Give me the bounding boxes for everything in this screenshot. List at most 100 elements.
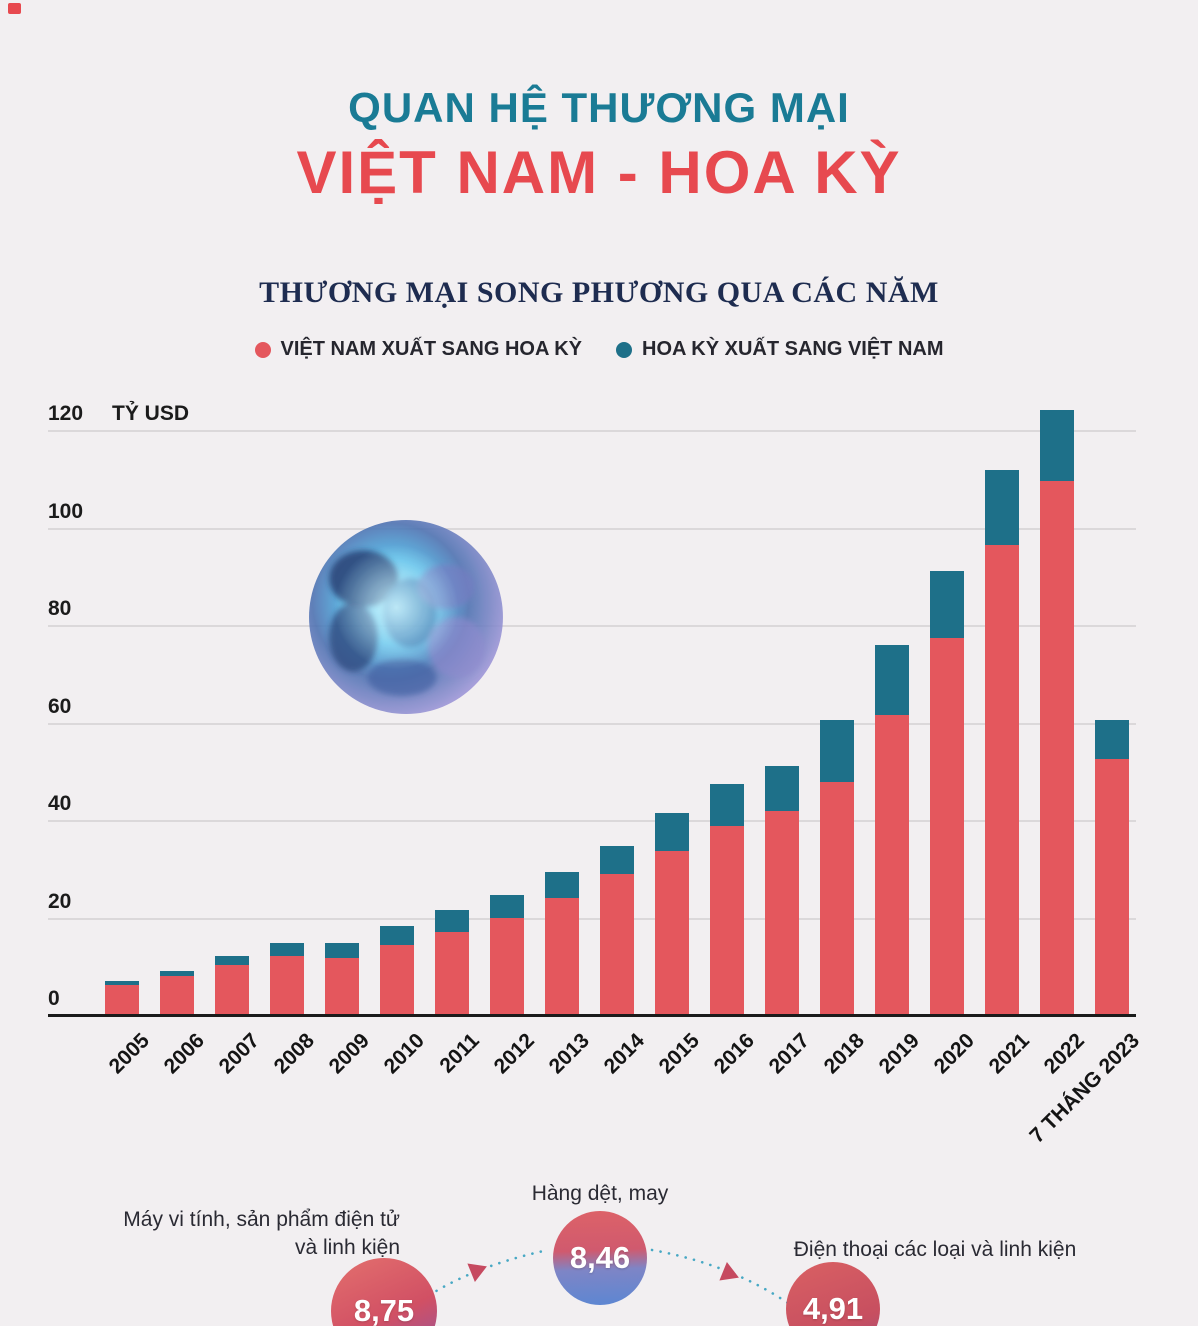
- legend-item: VIỆT NAM XUẤT SANG HOA KỲ: [254, 338, 583, 361]
- bar-segment-us-exports-to-vn: [1095, 719, 1129, 759]
- bubble-phones-value: 4,91: [786, 1262, 880, 1326]
- gridline: [48, 430, 1136, 432]
- gridline: [48, 722, 1136, 725]
- chart-legend: VIỆT NAM XUẤT SANG HOA KỲ HOA KỲ XUẤT SAN…: [0, 338, 1198, 361]
- bar-segment-vn-exports-to-us: [105, 985, 139, 1014]
- x-tick-label: 2014: [599, 1029, 650, 1079]
- bar-segment-us-exports-to-vn: [875, 644, 909, 716]
- bar-segment-vn-exports-to-us: [490, 917, 524, 1014]
- bar-segment-vn-exports-to-us: [600, 874, 634, 1014]
- bar-2022: [1040, 410, 1074, 1014]
- bar-segment-vn-exports-to-us: [985, 544, 1019, 1014]
- x-tick-label: 2012: [489, 1029, 540, 1079]
- x-tick-label: 2005: [104, 1029, 155, 1079]
- gridline: [48, 625, 1136, 627]
- bar-segment-vn-exports-to-us: [930, 638, 964, 1014]
- phones-value: 4,91: [802, 1291, 864, 1326]
- y-tick-label: 60: [48, 694, 72, 718]
- x-tick-label: 2021: [984, 1029, 1035, 1079]
- bar-segment-us-exports-to-vn: [490, 894, 524, 918]
- globe-image: [303, 516, 509, 718]
- title-line1: QUAN HỆ THƯƠNG MẠI: [348, 84, 850, 131]
- gridline: [48, 917, 1136, 920]
- bar-segment-vn-exports-to-us: [380, 944, 414, 1014]
- bar-segment-us-exports-to-vn: [545, 872, 579, 898]
- bubble-textiles-value: 8,46: [553, 1211, 647, 1305]
- x-tick-label: 2016: [709, 1029, 760, 1079]
- x-tick-label: 2018: [819, 1029, 870, 1079]
- bar-segment-us-exports-to-vn: [380, 926, 414, 945]
- arrow-icon: [467, 1263, 487, 1283]
- dotted-arc-right: [650, 1248, 797, 1310]
- y-axis-unit-label: TỶ USD: [112, 402, 190, 425]
- y-tick-label: 100: [48, 499, 84, 523]
- bar-segment-us-exports-to-vn: [765, 766, 799, 812]
- bar-2006: [160, 971, 194, 1014]
- bar-segment-us-exports-to-vn: [600, 846, 634, 875]
- bar-segment-vn-exports-to-us: [435, 931, 469, 1014]
- bar-segment-us-exports-to-vn: [215, 956, 249, 965]
- bar-segment-vn-exports-to-us: [160, 975, 194, 1014]
- textiles-value: 8,46: [569, 1240, 631, 1275]
- bar-segment-us-exports-to-vn: [985, 469, 1019, 545]
- bar-2017: [765, 766, 799, 1014]
- x-tick-label: 2019: [874, 1029, 925, 1079]
- bar-segment-us-exports-to-vn: [710, 783, 744, 827]
- bar-segment-us-exports-to-vn: [160, 971, 194, 976]
- x-axis-line: [48, 1014, 1136, 1017]
- bar-segment-us-exports-to-vn: [1040, 410, 1074, 481]
- legend-label: HOA KỲ XUẤT SANG VIỆT NAM: [642, 338, 944, 360]
- y-tick-label: 40: [48, 792, 72, 815]
- bar-segment-vn-exports-to-us: [765, 811, 799, 1014]
- y-tick-label: 80: [48, 597, 72, 620]
- bar-segment-vn-exports-to-us: [270, 956, 304, 1014]
- bar-2020: [930, 571, 964, 1014]
- bar-2019: [875, 644, 909, 1014]
- x-tick-label: 2015: [654, 1029, 705, 1079]
- gridline: [48, 820, 1136, 822]
- chart-subtitle: THƯƠNG MẠI SONG PHƯƠNG QUA CÁC NĂM: [259, 276, 939, 309]
- x-tick-label: 2010: [379, 1029, 430, 1079]
- bar-7 THÁNG 2023: [1095, 719, 1129, 1014]
- arrow-icon: [719, 1261, 739, 1281]
- label-computers-line2: và linh kiện: [294, 1236, 400, 1259]
- bar-2012: [490, 894, 524, 1014]
- bar-segment-vn-exports-to-us: [1095, 758, 1129, 1014]
- bar-2021: [985, 469, 1019, 1014]
- legend-item: HOA KỲ XUẤT SANG VIỆT NAM: [616, 338, 944, 361]
- bar-segment-us-exports-to-vn: [325, 943, 359, 959]
- bubble-computers-value: 8,75: [331, 1258, 437, 1326]
- corner-logo-fragment: [8, 3, 21, 14]
- bar-segment-vn-exports-to-us: [710, 826, 744, 1014]
- x-tick-label: 2022: [1039, 1029, 1090, 1079]
- bar-2010: [380, 926, 414, 1014]
- computers-value: 8,75: [353, 1293, 415, 1326]
- legend-dot-icon: [254, 341, 271, 358]
- title-line2: VIỆT NAM - HOA KỲ: [296, 139, 902, 206]
- label-computers-line1: Máy vi tính, sản phẩm điện tử: [123, 1208, 400, 1231]
- bar-2011: [435, 909, 469, 1014]
- x-tick-label: 2009: [324, 1029, 375, 1079]
- y-tick-label: 0: [48, 987, 60, 1010]
- bar-segment-us-exports-to-vn: [105, 980, 139, 986]
- label-phones: Điện thoại các loại và linh kiện: [793, 1238, 1077, 1261]
- x-tick-label: 2006: [159, 1029, 210, 1079]
- bar-segment-vn-exports-to-us: [545, 897, 579, 1014]
- x-tick-label: 2013: [544, 1029, 595, 1079]
- bar-2014: [600, 846, 634, 1014]
- bar-segment-vn-exports-to-us: [215, 964, 249, 1014]
- bar-segment-vn-exports-to-us: [655, 850, 689, 1014]
- bar-2016: [710, 783, 744, 1014]
- bar-segment-vn-exports-to-us: [820, 782, 854, 1014]
- x-tick-label: 2007: [214, 1029, 265, 1079]
- legend-label: VIỆT NAM XUẤT SANG HOA KỲ: [280, 338, 583, 360]
- label-computers-electronics: Máy vi tính, sản phẩm điện tử và linh ki…: [123, 1206, 400, 1262]
- bar-2005: [105, 980, 139, 1014]
- stacked-bar-chart: 0 20 40 60 80 100 120 TỶ USD 2005 2006 2007 2008 200…: [48, 402, 1144, 1148]
- x-tick-label: 2017: [764, 1029, 815, 1079]
- bar-segment-us-exports-to-vn: [930, 571, 964, 639]
- globe-graphic: [309, 520, 503, 714]
- y-tick-label: 20: [48, 889, 72, 913]
- legend-dot-icon: [616, 341, 632, 358]
